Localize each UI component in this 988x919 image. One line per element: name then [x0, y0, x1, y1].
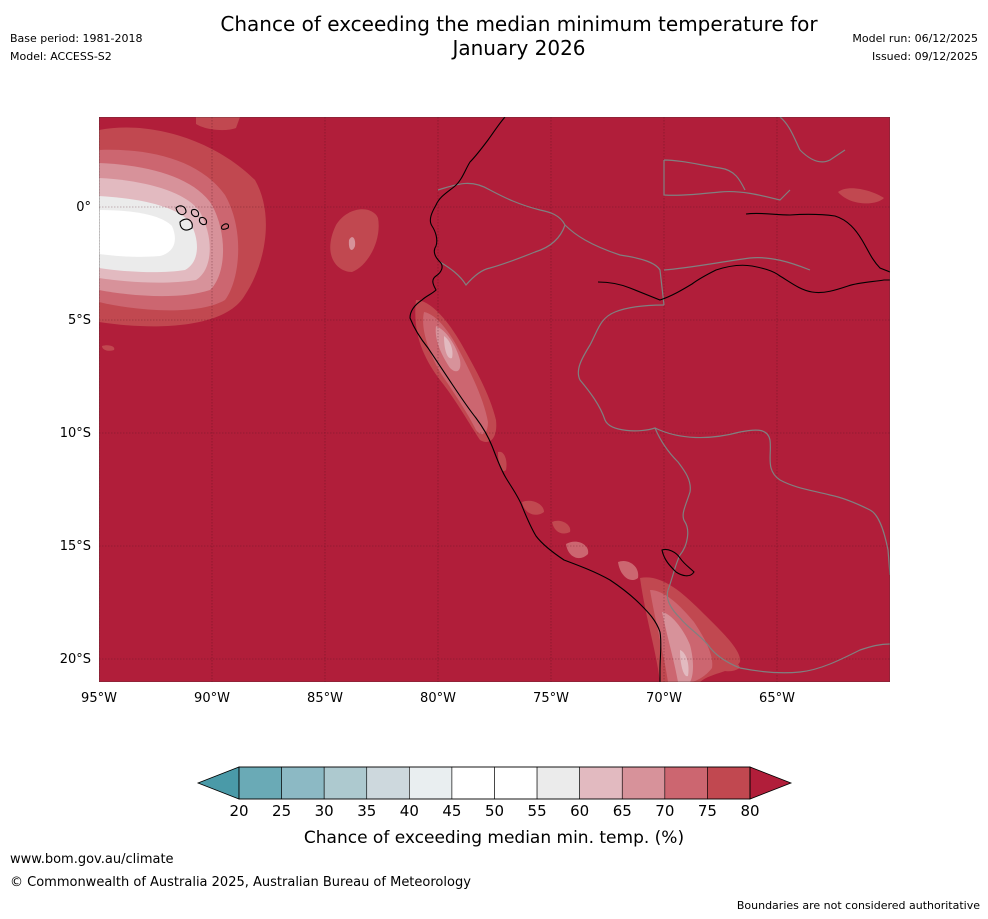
- lon-label-95w: 95°W: [81, 691, 117, 706]
- colorbar-tick-label: 20: [229, 802, 248, 820]
- lat-label-10s: 10°S: [60, 426, 91, 441]
- coast-small-5: [618, 560, 639, 581]
- issued-text: Issued: 09/12/2025: [871, 50, 978, 63]
- colorbar-cell: [707, 766, 751, 800]
- lon-label-70w: 70°W: [646, 691, 682, 706]
- footer-copyright: © Commonwealth of Australia 2025, Austra…: [10, 875, 471, 890]
- colorbar-cell: [451, 766, 495, 800]
- pacific-coastline: [409, 117, 662, 682]
- colorbar-tick-label: 30: [315, 802, 334, 820]
- chile-contour-60: [680, 650, 689, 677]
- footer-boundaries-note: Boundaries are not considered authoritat…: [736, 899, 980, 912]
- colorbar-tick-label: 80: [740, 802, 759, 820]
- country-borders: [437, 117, 890, 674]
- colorbar-tick-label: 75: [698, 802, 717, 820]
- colorbar-tick-label: 65: [613, 802, 632, 820]
- colorbar-cell: [664, 766, 708, 800]
- west-edge-patch: [102, 345, 115, 351]
- colorbar-tick-labels: 20 25 30 35 40 45 50 55 60 65 70 75 80: [229, 802, 759, 820]
- galapagos-island-5: [220, 223, 230, 230]
- brazil-inner-border: [663, 257, 811, 271]
- lat-label-0: 0°: [76, 200, 91, 215]
- coast-small-2: [522, 500, 544, 515]
- bolivia-small: [712, 658, 740, 672]
- lat-axis-labels: 0° 5°S 10°S 15°S 20°S: [60, 200, 91, 667]
- lon-label-90w: 90°W: [194, 691, 230, 706]
- colorbar-tick-label: 40: [400, 802, 419, 820]
- header-right-meta: Model run: 06/12/2025 Issued: 09/12/2025: [852, 30, 978, 66]
- venezuela-patch: [838, 188, 884, 204]
- coastlines: [175, 117, 890, 682]
- lat-label-20s: 20°S: [60, 652, 91, 667]
- colorbar-low-extension: [196, 766, 240, 800]
- colorbar-tick-label: 50: [485, 802, 504, 820]
- colorbar-cell: [494, 766, 538, 800]
- lon-label-75w: 75°W: [533, 691, 569, 706]
- colorbar-tick-label: 25: [272, 802, 291, 820]
- titicaca-lake: [661, 548, 695, 577]
- title-line-2: January 2026: [452, 36, 586, 60]
- coast-small-3: [552, 520, 571, 534]
- venezuela-colombia-border: [663, 159, 791, 201]
- coast-contour-60: [444, 336, 453, 359]
- colorbar-cell: [621, 766, 666, 800]
- lon-label-65w: 65°W: [759, 691, 795, 706]
- peru-brazil-border: [577, 304, 691, 556]
- chile-argentina-border: [739, 643, 890, 674]
- colorbar-cells: [238, 766, 751, 800]
- lon-label-80w: 80°W: [420, 691, 456, 706]
- contour-50: [99, 210, 175, 257]
- colorbar-cell: [409, 766, 453, 800]
- title-line-1: Chance of exceeding the median minimum t…: [220, 12, 818, 36]
- colombia-ecuador-border: [437, 182, 665, 306]
- galapagos-island-1: [175, 205, 187, 216]
- footer-url[interactable]: www.bom.gov.au/climate: [10, 852, 174, 867]
- coast-contour-70b: [460, 378, 474, 398]
- galapagos-island-3: [190, 208, 200, 218]
- map-title: Chance of exceeding the median minimum t…: [0, 12, 988, 60]
- colorbar-cell: [536, 766, 580, 800]
- colorbar-cell: [579, 766, 623, 800]
- model-run-text: Model run: 06/12/2025: [852, 32, 978, 45]
- colorbar-tick-label: 35: [357, 802, 376, 820]
- colorbar-frame: [238, 766, 751, 800]
- lon-label-85w: 85°W: [307, 691, 343, 706]
- galapagos-island-4: [198, 216, 208, 226]
- colorbar: 20 25 30 35 40 45 50 55 60 65 70 75 80 Chance of exc…: [196, 766, 793, 848]
- header-left-meta: Base period: 1981-2018 Model: ACCESS-S2: [10, 30, 142, 66]
- colorbar-cell: [238, 766, 282, 800]
- lat-label-5s: 5°S: [68, 313, 91, 328]
- model-text: Model: ACCESS-S2: [10, 50, 112, 63]
- colorbar-tick-label: 70: [655, 802, 674, 820]
- colorbar-label: Chance of exceeding median min. temp. (%…: [304, 828, 684, 848]
- offshore-inner-patch: [348, 237, 356, 250]
- colorbar-tick-label: 55: [528, 802, 547, 820]
- colorbar-tick-label: 60: [570, 802, 589, 820]
- lat-label-15s: 15°S: [60, 539, 91, 554]
- bolivia-border: [654, 427, 890, 576]
- lon-axis-labels: 95°W 90°W 85°W 80°W 75°W 70°W 65°W: [81, 691, 795, 706]
- ecuador-peru-border: [439, 224, 566, 287]
- amazon-river: [597, 264, 890, 301]
- peru-bolivia-chile-border: [666, 554, 741, 669]
- colorbar-cell: [281, 766, 325, 800]
- base-period-text: Base period: 1981-2018: [10, 32, 143, 45]
- map-panel: [99, 117, 890, 682]
- northern-river: [745, 212, 890, 273]
- colorbar-cell: [366, 766, 410, 800]
- peru-coast-contours: [415, 300, 639, 581]
- colorbar-tick-label: 45: [442, 802, 461, 820]
- colorbar-cell: [323, 766, 368, 800]
- galapagos-probability-contours: [99, 117, 266, 327]
- guyana-border: [779, 117, 846, 163]
- graticule: [99, 117, 890, 682]
- galapagos-island-2: [179, 218, 193, 231]
- small-pink-patch: [196, 117, 240, 131]
- colorbar-high-extension: [749, 766, 793, 800]
